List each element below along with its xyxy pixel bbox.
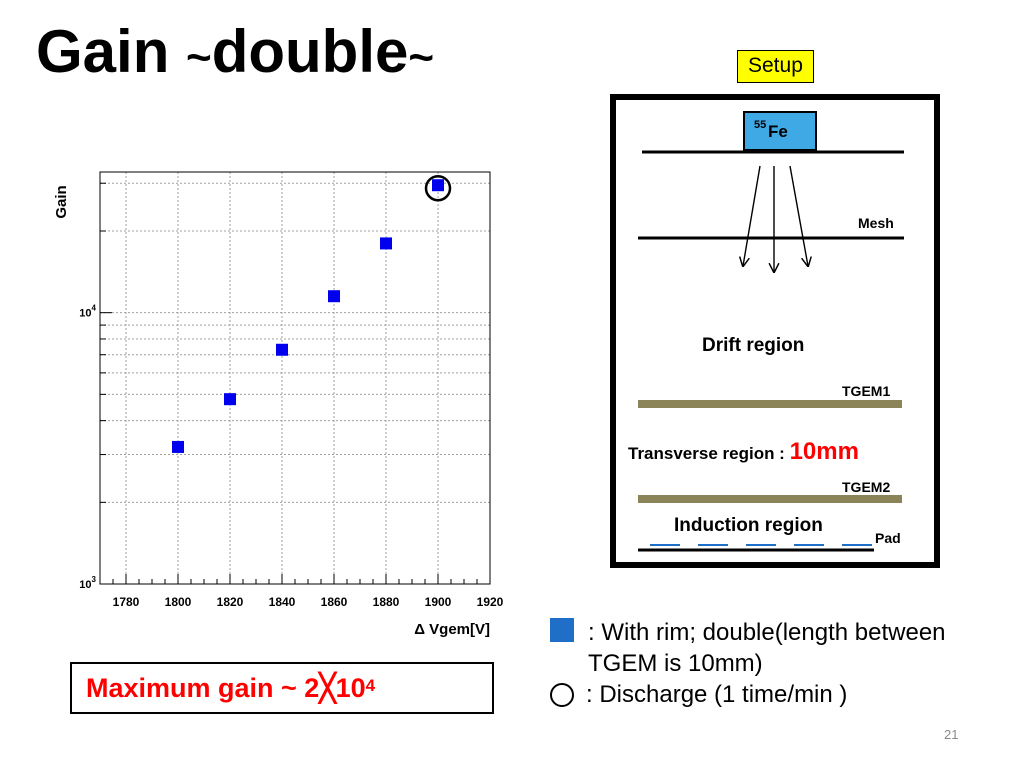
- discharge-circle-marker: [424, 174, 452, 202]
- transverse-region-label: Transverse region : 10mm: [628, 438, 859, 465]
- tgem2-label: TGEM2: [842, 479, 890, 495]
- source-label: Fe: [768, 122, 788, 141]
- legend-square-row: : With rim; double(length between TGEM i…: [550, 617, 1020, 679]
- maximum-gain-box: Maximum gain ~ 2 ╳ 10 4: [70, 662, 494, 714]
- data-point: [276, 343, 288, 356]
- x-tick-label: 1860: [321, 595, 348, 609]
- tgem1-label: TGEM1: [842, 383, 890, 399]
- data-point: [224, 393, 236, 406]
- xray-arrow-right: [789, 165, 808, 266]
- legend-square-text: : With rim; double(length between: [588, 619, 946, 646]
- legend-circle-row: : Discharge (1 time/min ): [550, 679, 1020, 710]
- data-point: [380, 237, 392, 250]
- setup-badge: Setup: [737, 50, 814, 83]
- data-point: [432, 179, 444, 192]
- x-tick-label: 1880: [373, 595, 400, 609]
- fe55-source-box: [743, 111, 817, 151]
- page-title: Gain ~double~: [36, 18, 435, 85]
- x-tick-label: 1900: [425, 595, 452, 609]
- x-tick-label: 1780: [113, 595, 140, 609]
- mesh-label: Mesh: [858, 215, 894, 231]
- induction-region-label: Induction region: [674, 515, 823, 536]
- source-superscript: 55: [754, 119, 766, 131]
- chamber-outline: [610, 94, 940, 568]
- times-glyph: ╳: [319, 672, 336, 703]
- plot-frame: [99, 171, 491, 585]
- x-tick-label: 1920: [477, 595, 504, 609]
- legend: : With rim; double(length between TGEM i…: [550, 617, 1020, 710]
- data-points: [172, 174, 452, 453]
- y-tick-label: 103: [79, 575, 96, 591]
- chart-grid: [100, 172, 491, 585]
- axis-ticks: 1780 1800 1820 1840 1860 1880 1900 1920 103 104: [79, 182, 504, 609]
- pad-label: Pad: [875, 530, 901, 546]
- data-point: [172, 440, 184, 453]
- gain-chart: 1780 1800 1820 1840 1860 1880 1900 1920 103 104 G…: [53, 171, 504, 638]
- blue-square-icon: [550, 618, 574, 642]
- x-tick-label: 1840: [269, 595, 296, 609]
- data-point: [328, 290, 340, 303]
- x-tick-label: 1800: [165, 595, 192, 609]
- page-number: 21: [944, 727, 959, 742]
- setup-diagram: 55 Fe Mesh Drift region TGEM1 Transverse…: [610, 94, 940, 568]
- xray-arrow-left: [743, 165, 761, 266]
- x-axis-label: Δ Vgem[V]: [414, 621, 490, 638]
- y-axis-label: Gain: [53, 185, 70, 218]
- legend-square-text-2: TGEM is 10mm): [588, 650, 763, 677]
- circle-icon: [550, 683, 574, 707]
- y-tick-label: 104: [79, 304, 96, 320]
- x-tick-label: 1820: [217, 595, 244, 609]
- drift-region-label: Drift region: [702, 335, 804, 356]
- legend-circle-text: : Discharge (1 time/min ): [586, 681, 848, 708]
